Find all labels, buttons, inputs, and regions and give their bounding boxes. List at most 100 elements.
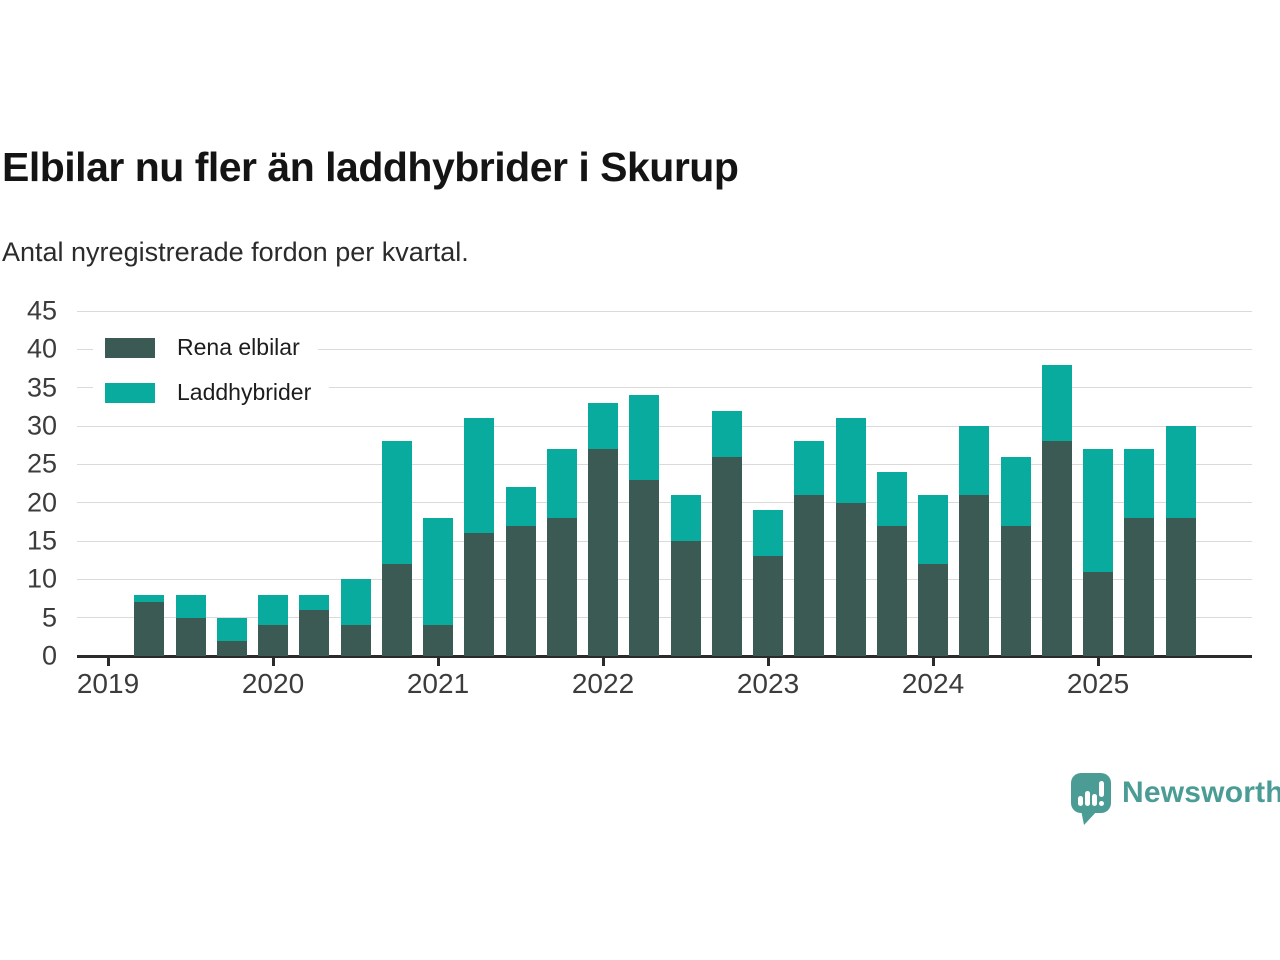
- gridline-y-15: [77, 540, 1252, 542]
- bar-segment: [258, 625, 288, 656]
- bar-segment: [299, 610, 330, 656]
- y-axis-label: 30: [26, 410, 57, 441]
- bar-segment: [1165, 518, 1196, 656]
- y-axis-label: 10: [26, 563, 57, 594]
- legend-label: Laddhybrider: [177, 379, 312, 405]
- y-axis-label: 35: [26, 372, 57, 403]
- legend-item-rena-elbilar: Rena elbilar: [93, 331, 318, 364]
- bar-segment: [258, 594, 288, 626]
- x-tick-label-2019: 2019: [76, 668, 140, 699]
- gridline-y-30: [77, 425, 1252, 427]
- x-tick-2020: [271, 658, 275, 666]
- bar-segment: [1124, 518, 1155, 656]
- bar-segment: [588, 449, 618, 656]
- bar-segment: [546, 518, 577, 656]
- x-tick-2021: [436, 658, 440, 666]
- bar-segment: [381, 564, 412, 656]
- bar-segment: [794, 441, 825, 495]
- bar-segment: [1000, 525, 1031, 656]
- bar-segment: [505, 525, 536, 656]
- bar-segment: [753, 556, 783, 656]
- bar-segment: [423, 625, 453, 656]
- y-axis-label: 25: [26, 448, 57, 479]
- x-axis-line: [77, 655, 1252, 658]
- bar-segment: [216, 640, 247, 656]
- bar-segment: [134, 602, 165, 656]
- gridline-y-45: [77, 310, 1252, 312]
- gridline-y-20: [77, 502, 1252, 504]
- bar-segment: [835, 502, 866, 656]
- bar-segment: [216, 617, 247, 641]
- bar-segment: [629, 479, 660, 656]
- bar-segment: [1041, 441, 1072, 656]
- x-tick-2019: [106, 658, 110, 666]
- y-axis-label: 45: [26, 295, 57, 326]
- bar-segment: [876, 525, 907, 656]
- bar-segment: [959, 426, 990, 495]
- y-axis-label: 15: [26, 525, 57, 556]
- bar-segment: [753, 510, 783, 557]
- bar-segment: [1124, 449, 1155, 518]
- y-axis-label: 5: [41, 602, 57, 633]
- bar-segment: [423, 518, 453, 626]
- x-tick-2022: [601, 658, 605, 666]
- bar-segment: [1165, 426, 1196, 518]
- legend-label: Rena elbilar: [177, 334, 300, 360]
- legend-swatch-rena-elbilar: [105, 337, 155, 358]
- gridline-y-35: [77, 387, 1252, 389]
- bar-segment: [588, 403, 618, 449]
- bar-segment: [1041, 364, 1072, 442]
- y-axis-labels: 0 5 10 15 20 25 30 35 40 45: [0, 297, 60, 669]
- chart-subtitle: Antal nyregistrerade fordon per kvartal.: [2, 237, 469, 267]
- newsworthy-logo[interactable]: Newsworthy: [1070, 772, 1280, 826]
- bar-segment: [918, 564, 948, 656]
- x-tick-label-2023: 2023: [736, 668, 800, 699]
- bar-segment: [546, 449, 577, 518]
- bar-segment: [464, 418, 495, 534]
- gridline-y-10: [77, 578, 1252, 580]
- newsworthy-bubble-icon: [1071, 773, 1111, 825]
- bar-segment: [175, 594, 206, 618]
- gridline-y-5: [77, 617, 1252, 619]
- bar-segment: [670, 495, 701, 541]
- bar-segment: [381, 441, 412, 564]
- bar-segment: [299, 594, 330, 610]
- newsworthy-logo-text: Newsworthy: [1122, 776, 1280, 809]
- bar-segment: [711, 456, 742, 656]
- bar-segment: [711, 410, 742, 457]
- bar-segment: [670, 541, 701, 656]
- bar-segment: [1000, 456, 1031, 526]
- bar-segment: [918, 495, 948, 564]
- x-tick-label-2022: 2022: [571, 668, 635, 699]
- x-tick-2024: [931, 658, 935, 666]
- bar-segment: [134, 594, 165, 603]
- bar-segment: [835, 418, 866, 503]
- gridline-y-40: [77, 348, 1252, 350]
- gridline-y-25: [77, 463, 1252, 465]
- x-tick-2025: [1096, 658, 1100, 666]
- x-tick-label-2024: 2024: [901, 668, 965, 699]
- bar-segment: [959, 495, 990, 656]
- legend-swatch-laddhybrider: [105, 382, 155, 403]
- x-tick-label-2021: 2021: [406, 668, 470, 699]
- bar-segment: [1083, 449, 1113, 572]
- bar-segment: [340, 579, 371, 626]
- x-tick-label-2020: 2020: [241, 668, 305, 699]
- x-tick-label-2025: 2025: [1066, 668, 1130, 699]
- x-tick-2023: [766, 658, 770, 666]
- legend: Rena elbilar Laddhybrider: [93, 331, 330, 421]
- bar-segment: [794, 495, 825, 656]
- bar-segment: [1083, 571, 1113, 656]
- legend-item-laddhybrider: Laddhybrider: [93, 376, 330, 409]
- bar-segment: [175, 617, 206, 656]
- y-axis-label: 20: [26, 487, 57, 518]
- bar-segment: [505, 487, 536, 526]
- bar-segment: [876, 472, 907, 526]
- plot-area: 2019 2020 2021 2022 2023 2024 2025: [77, 310, 1252, 699]
- bar-segment: [629, 395, 660, 480]
- bar-segment: [340, 625, 371, 656]
- bar-segment: [464, 533, 495, 656]
- y-axis-label: 0: [41, 640, 57, 671]
- y-axis-label: 40: [26, 333, 57, 364]
